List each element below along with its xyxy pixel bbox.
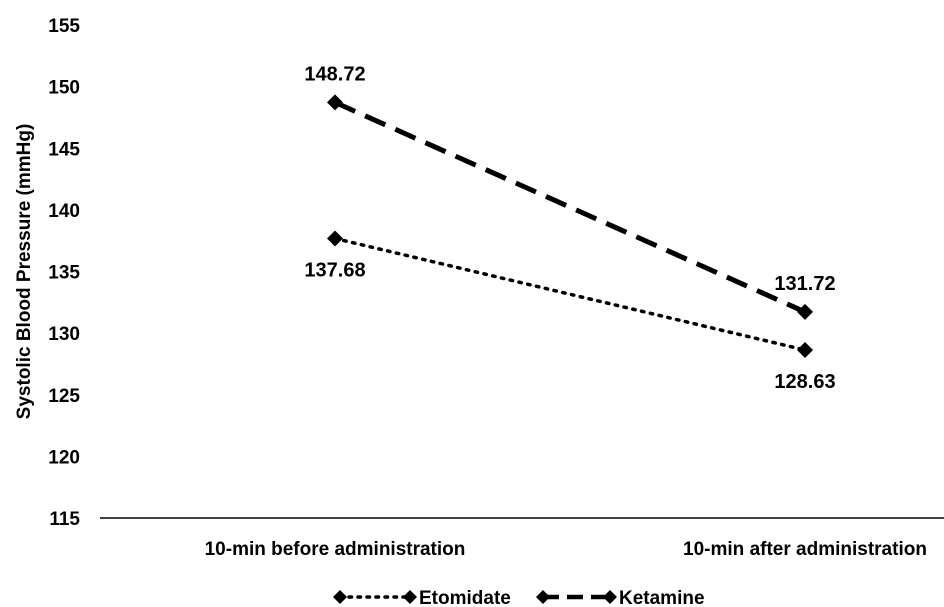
data-labels: 137.68 128.63 148.72 131.72 — [304, 63, 835, 393]
legend-ketamine-marker — [536, 590, 550, 604]
y-tick-label: 115 — [49, 509, 80, 530]
series-lines — [333, 100, 807, 352]
x-axis-ticks: 10-min before administration 10-min after… — [205, 539, 927, 560]
y-tick-label: 125 — [48, 386, 80, 407]
y-tick-label: 140 — [48, 201, 80, 222]
etomidate-point-marker — [797, 342, 813, 359]
y-axis-title: Systolic Blood Pressure (mmHg) — [14, 124, 35, 420]
y-tick-label: 155 — [48, 16, 80, 37]
legend-ketamine-label: Ketamine — [619, 588, 705, 607]
etomidate-data-label: 137.68 — [304, 259, 365, 281]
ketamine-series-line — [333, 100, 807, 315]
legend-etomidate-marker — [333, 590, 347, 604]
ketamine-data-label: 148.72 — [304, 63, 365, 85]
ketamine-point-marker — [327, 94, 343, 111]
y-axis-ticks: 115 120 125 130 135 140 145 150 155 — [48, 16, 80, 530]
series-markers — [327, 94, 813, 359]
y-tick-label: 120 — [48, 447, 80, 468]
legend-etomidate-marker — [403, 590, 417, 604]
y-tick-label: 150 — [48, 78, 80, 99]
x-tick-label: 10-min before administration — [205, 539, 466, 560]
y-tick-label: 130 — [48, 324, 80, 345]
legend-ketamine-marker — [603, 590, 617, 604]
etomidate-series-line — [333, 236, 807, 352]
legend: Etomidate Ketamine — [333, 588, 705, 607]
etomidate-point-marker — [327, 230, 343, 247]
etomidate-data-label: 128.63 — [774, 371, 835, 393]
y-tick-label: 135 — [48, 263, 80, 284]
ketamine-data-label: 131.72 — [774, 273, 835, 295]
legend-etomidate-label: Etomidate — [419, 588, 511, 607]
y-tick-label: 145 — [48, 139, 80, 160]
x-tick-label: 10-min after administration — [683, 539, 927, 560]
ketamine-point-marker — [797, 303, 813, 320]
